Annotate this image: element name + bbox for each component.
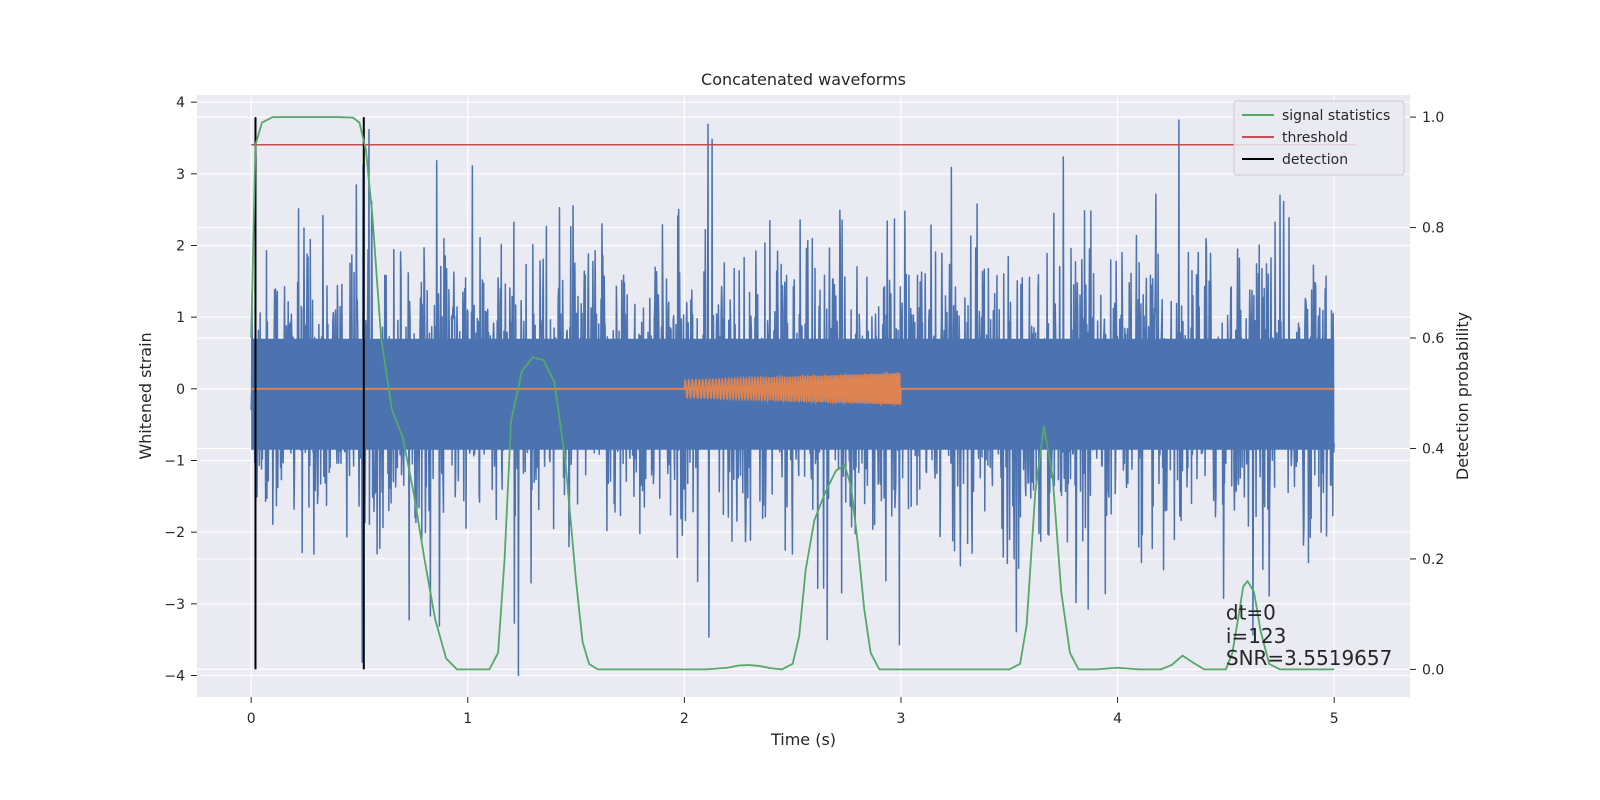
legend-label: signal statistics <box>1282 108 1390 124</box>
x-axis-label: Time (s) <box>770 730 836 749</box>
y-tick-label: 3 <box>176 167 185 183</box>
strain-dense-band <box>251 338 1335 450</box>
legend-label: threshold <box>1282 130 1348 146</box>
y-tick-label: −1 <box>164 454 185 470</box>
y-right-tick-label: 1.0 <box>1422 110 1444 126</box>
data-layer <box>250 116 1357 677</box>
y-right-tick-label: 0.0 <box>1422 662 1444 678</box>
y-right-tick-label: 0.4 <box>1422 441 1444 457</box>
y-axis-label: Whitened strain <box>136 332 155 459</box>
y-tick-label: 4 <box>176 95 185 111</box>
y-tick-label: −4 <box>164 669 185 685</box>
signal-statistics-line <box>250 116 1335 671</box>
y-right-tick-label: 0.2 <box>1422 552 1444 568</box>
y-tick-label: −2 <box>164 525 185 541</box>
x-tick-label: 0 <box>247 711 256 727</box>
annotation-text: i=123 <box>1226 624 1287 648</box>
axes: 0 1 2 3 4 5 −4 −3 −2 −1 0 1 2 3 4 0.0 0.2 0.4 0.6 0.8 1.0 <box>164 95 1444 727</box>
y-right-tick-label: 0.8 <box>1422 221 1444 237</box>
x-tick-label: 3 <box>897 711 906 727</box>
injected-chirp <box>683 370 902 408</box>
annotation-text: SNR=3.5519657 <box>1226 646 1392 670</box>
legend-box <box>1233 100 1405 176</box>
y-tick-label: 2 <box>176 239 185 255</box>
y-tick-label: 1 <box>176 310 185 326</box>
y-axis-right-label: Detection probability <box>1453 312 1472 480</box>
legend: signal statistics threshold detection <box>1233 100 1405 176</box>
y-tick-label: −3 <box>164 597 185 613</box>
y-right-tick-label: 0.6 <box>1422 331 1444 347</box>
legend-label: detection <box>1282 152 1348 168</box>
chart-title: Concatenated waveforms <box>701 70 906 89</box>
x-tick-label: 1 <box>463 711 472 727</box>
x-tick-label: 4 <box>1113 711 1122 727</box>
strain-line <box>250 119 1335 677</box>
annotation-text: dt=0 <box>1226 601 1276 625</box>
x-tick-label: 5 <box>1330 711 1339 727</box>
y-tick-label: 0 <box>176 382 185 398</box>
x-tick-label: 2 <box>680 711 689 727</box>
